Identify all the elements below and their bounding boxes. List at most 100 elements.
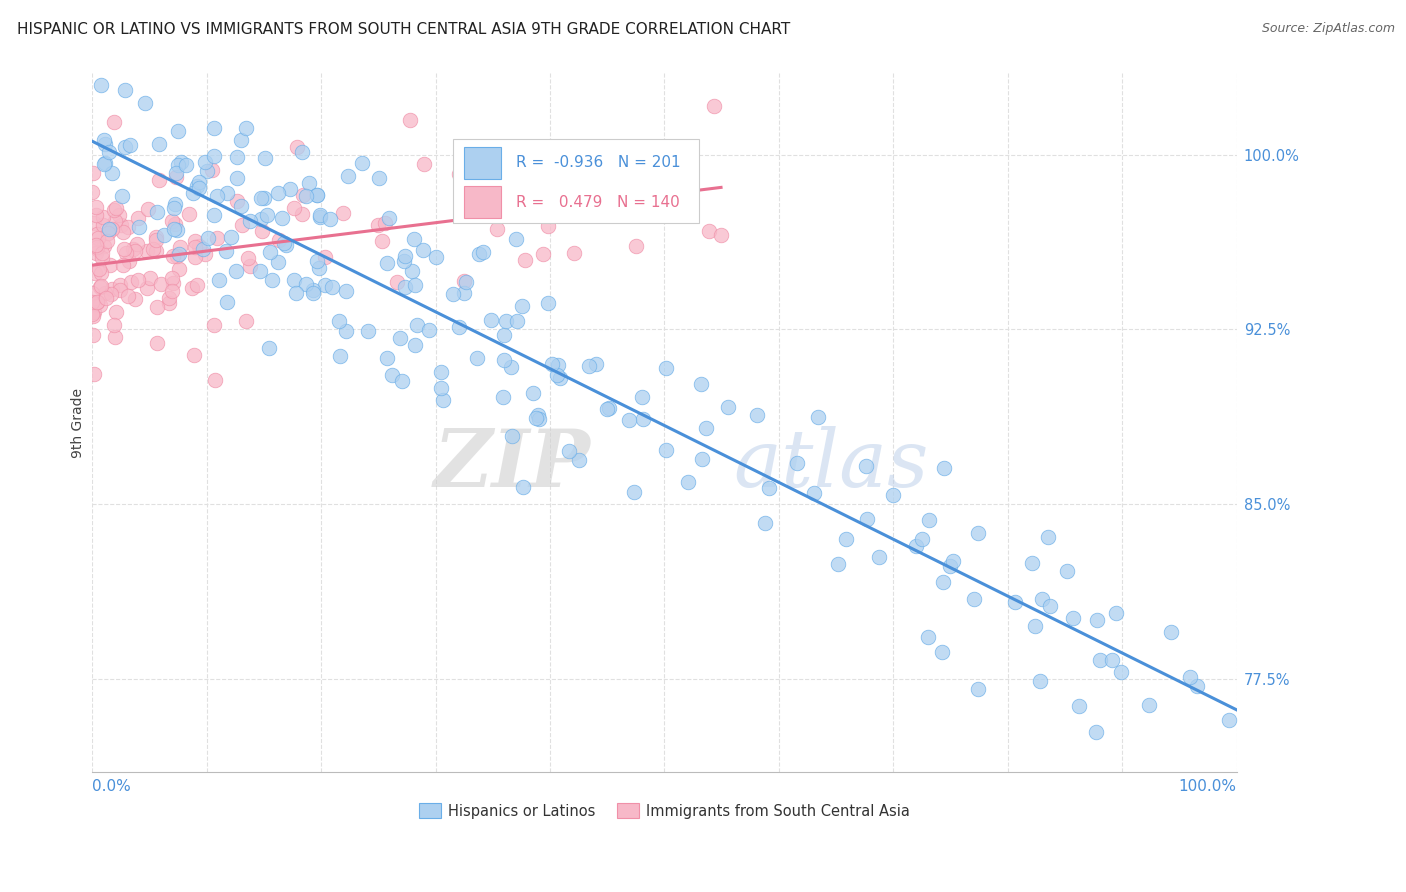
Point [82, 307, 104, 321]
Point [127, 237, 149, 252]
Point [166, 223, 188, 237]
Point [103, 115, 125, 129]
Point [98, 259, 121, 273]
Point [803, 486, 825, 500]
Point [449, 167, 471, 181]
Point [352, 156, 374, 170]
Point [91, 246, 114, 260]
Point [127, 273, 149, 287]
Point [250, 191, 273, 205]
Point [229, 132, 252, 146]
Point [966, 526, 988, 541]
Point [122, 242, 145, 256]
Point [1185, 679, 1208, 693]
Text: 100.0%: 100.0% [1178, 780, 1237, 795]
Point [162, 284, 184, 298]
Point [205, 231, 228, 245]
Point [962, 591, 984, 606]
Point [153, 228, 176, 243]
Point [86, 294, 108, 309]
Point [486, 222, 509, 236]
Point [202, 120, 225, 135]
Point [100, 287, 122, 301]
Point [91, 219, 114, 233]
Point [560, 177, 582, 191]
Point [82, 310, 104, 324]
Point [917, 630, 939, 644]
Point [453, 286, 475, 301]
Point [1004, 595, 1026, 609]
Point [374, 217, 396, 231]
Point [146, 300, 169, 314]
Point [170, 155, 193, 169]
Point [115, 246, 138, 260]
Point [291, 145, 314, 159]
Point [249, 212, 271, 227]
Point [110, 219, 132, 233]
Point [145, 229, 167, 244]
Text: Source: ZipAtlas.com: Source: ZipAtlas.com [1261, 22, 1395, 36]
Point [527, 408, 550, 422]
Point [145, 244, 167, 259]
Point [194, 155, 217, 169]
Point [118, 254, 141, 268]
Point [918, 513, 941, 527]
Point [1137, 698, 1160, 713]
Point [114, 140, 136, 154]
Point [86, 295, 108, 310]
Point [1031, 592, 1053, 607]
Point [1024, 619, 1046, 633]
Point [142, 242, 165, 256]
Point [225, 170, 247, 185]
Point [134, 95, 156, 110]
Point [163, 202, 186, 216]
Point [112, 258, 135, 272]
Point [138, 271, 160, 285]
Point [256, 208, 278, 222]
Point [145, 233, 167, 247]
Point [291, 207, 314, 221]
Point [758, 482, 780, 496]
Point [548, 370, 571, 384]
Point [391, 374, 413, 388]
Point [163, 222, 186, 236]
Point [184, 240, 207, 254]
Point [103, 318, 125, 333]
Point [371, 234, 394, 248]
Point [689, 376, 711, 391]
FancyBboxPatch shape [464, 147, 501, 179]
Point [84, 246, 107, 260]
Text: HISPANIC OR LATINO VS IMMIGRANTS FROM SOUTH CENTRAL ASIA 9TH GRADE CORRELATION C: HISPANIC OR LATINO VS IMMIGRANTS FROM SO… [17, 22, 790, 37]
Point [253, 152, 276, 166]
Point [270, 211, 292, 226]
Point [86, 239, 108, 253]
Point [82, 294, 104, 309]
Text: ZIP: ZIP [433, 425, 591, 503]
Point [128, 220, 150, 235]
Point [834, 533, 856, 547]
Text: 0.0%: 0.0% [93, 780, 131, 795]
Point [335, 284, 357, 298]
Point [97, 226, 120, 240]
Point [308, 260, 330, 275]
Point [381, 368, 404, 383]
Point [1178, 670, 1201, 684]
Point [283, 273, 305, 287]
Point [127, 211, 149, 226]
Point [278, 182, 301, 196]
Point [337, 169, 360, 183]
Point [167, 123, 190, 137]
Point [501, 429, 523, 443]
Point [541, 358, 564, 372]
Point [710, 227, 733, 242]
Point [295, 189, 318, 203]
Point [114, 83, 136, 97]
Point [307, 188, 329, 202]
Point [418, 323, 440, 337]
Point [786, 456, 808, 470]
Y-axis label: 9th Grade: 9th Grade [72, 388, 86, 458]
Point [453, 275, 475, 289]
Point [104, 330, 127, 344]
Point [546, 368, 568, 382]
Point [225, 264, 247, 278]
